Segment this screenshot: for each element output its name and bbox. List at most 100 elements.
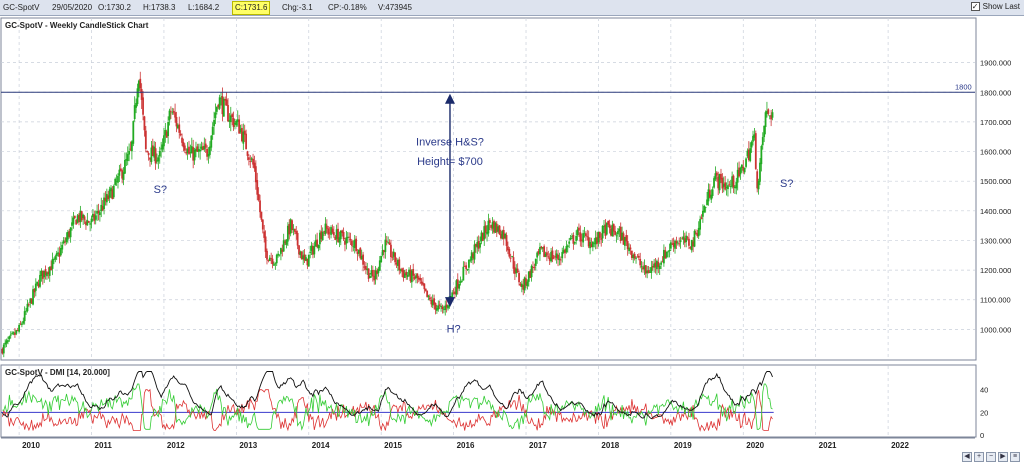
candle-body bbox=[132, 121, 135, 144]
candle-body bbox=[284, 241, 286, 243]
candle-body bbox=[339, 230, 342, 240]
candle-body bbox=[245, 133, 248, 150]
candle-body bbox=[83, 216, 86, 220]
candle-body bbox=[667, 251, 669, 253]
candle-body bbox=[229, 115, 232, 123]
candle-body bbox=[34, 283, 37, 291]
candle-body bbox=[103, 197, 105, 210]
candle-body bbox=[656, 260, 658, 270]
candle-body bbox=[40, 270, 43, 277]
candle-body bbox=[406, 275, 409, 277]
candle-body bbox=[374, 270, 377, 280]
candle-body bbox=[768, 115, 771, 117]
show-last-toggle[interactable]: ✓ Show Last bbox=[970, 2, 1020, 11]
candle-body bbox=[72, 217, 75, 225]
candle-body bbox=[249, 161, 252, 162]
candle-body bbox=[494, 222, 497, 233]
candle-body bbox=[388, 242, 391, 245]
candle-body bbox=[183, 145, 186, 151]
candle-body bbox=[598, 231, 601, 238]
y-tick-label: 1600.000 bbox=[980, 148, 1011, 157]
candle-body bbox=[688, 238, 690, 246]
candle-body bbox=[328, 232, 331, 234]
candle-body bbox=[377, 268, 380, 274]
candle-body bbox=[303, 254, 306, 261]
candle-body bbox=[753, 134, 756, 138]
volume-value: V:473945 bbox=[378, 3, 412, 12]
candle-body bbox=[199, 149, 202, 152]
candle-body bbox=[463, 266, 466, 267]
dmi-y-tick-label: 0 bbox=[980, 431, 984, 440]
candle-body bbox=[505, 235, 508, 246]
candle-body bbox=[48, 266, 51, 276]
candle-body bbox=[591, 241, 594, 248]
candle-body bbox=[189, 152, 192, 154]
candle-body bbox=[674, 240, 676, 249]
candle-body bbox=[317, 244, 320, 249]
candle-body bbox=[587, 237, 590, 247]
candle-body bbox=[129, 148, 132, 150]
candle-body bbox=[367, 268, 370, 279]
x-tick-label: 2011 bbox=[95, 441, 113, 450]
candle-body bbox=[660, 262, 663, 265]
candle-body bbox=[4, 342, 7, 345]
candle-body bbox=[200, 146, 203, 149]
candle-body bbox=[480, 232, 483, 242]
candle-body bbox=[519, 283, 522, 286]
y-tick-label: 1700.000 bbox=[980, 118, 1011, 127]
resistance-label: 1800 bbox=[955, 82, 972, 91]
candle-body bbox=[93, 214, 96, 221]
candle-body bbox=[238, 119, 241, 134]
candle-body bbox=[82, 214, 85, 219]
candle-body bbox=[144, 130, 147, 150]
candle-body bbox=[5, 340, 8, 344]
candle-body bbox=[571, 236, 573, 238]
candle-body bbox=[319, 232, 321, 245]
candle-body bbox=[39, 275, 41, 287]
candle-body bbox=[465, 265, 468, 269]
candle-body bbox=[607, 220, 610, 225]
candle-body bbox=[176, 125, 179, 129]
candle-body bbox=[651, 265, 654, 268]
candle-body bbox=[431, 299, 434, 306]
zoom-out-icon[interactable]: − bbox=[986, 452, 996, 462]
candle-body bbox=[633, 253, 636, 259]
candle-body bbox=[476, 241, 479, 248]
candle-body bbox=[653, 263, 656, 268]
checkbox-icon[interactable]: ✓ bbox=[970, 2, 980, 11]
candle-body bbox=[654, 262, 657, 268]
scroll-left-icon[interactable]: ◀ bbox=[962, 452, 972, 462]
candle-body bbox=[452, 292, 455, 294]
candle-body bbox=[285, 240, 288, 245]
candle-body bbox=[358, 249, 360, 254]
settings-icon[interactable]: ≡ bbox=[1010, 452, 1020, 462]
scroll-right-icon[interactable]: ▶ bbox=[998, 452, 1008, 462]
candle-body bbox=[161, 144, 164, 150]
candle-body bbox=[493, 220, 495, 233]
candle-body bbox=[481, 232, 484, 241]
candle-body bbox=[107, 195, 110, 200]
candle-body bbox=[757, 181, 760, 190]
candle-body bbox=[462, 266, 465, 281]
candle-body bbox=[703, 206, 706, 213]
candle-body bbox=[720, 173, 722, 180]
candle-body bbox=[266, 250, 268, 260]
candle-body bbox=[190, 146, 193, 154]
candle-body bbox=[11, 333, 14, 334]
candle-body bbox=[241, 127, 243, 142]
candle-body bbox=[59, 248, 62, 256]
chart-area[interactable]: 1800 Inverse H&S? Height= $700 S? H? S? 1000.… bbox=[0, 17, 1024, 464]
candle-body bbox=[378, 260, 381, 271]
candle-body bbox=[19, 323, 22, 325]
x-tick-label: 2015 bbox=[384, 441, 402, 450]
main-price-panel[interactable] bbox=[0, 17, 977, 361]
candle-body bbox=[353, 239, 356, 248]
candle-body bbox=[154, 148, 157, 164]
candle-body bbox=[362, 254, 364, 265]
zoom-in-icon[interactable]: + bbox=[974, 452, 984, 462]
candle-body bbox=[484, 225, 487, 233]
candle-body bbox=[370, 270, 373, 275]
candle-body bbox=[14, 332, 16, 335]
candle-body bbox=[363, 266, 366, 268]
candle-body bbox=[664, 250, 667, 259]
